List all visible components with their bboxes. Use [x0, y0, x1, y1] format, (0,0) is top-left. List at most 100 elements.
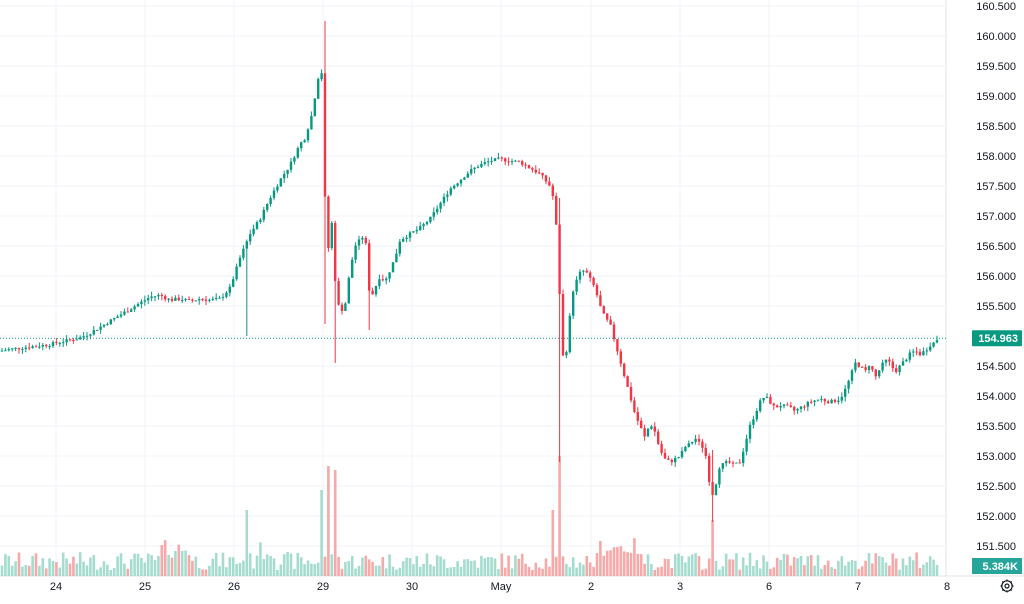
volume-bar — [721, 566, 725, 576]
volume-bar — [629, 552, 633, 576]
volume-bar — [123, 563, 126, 576]
volume-bar — [180, 550, 184, 576]
volume-bar — [330, 554, 334, 576]
volume-bar — [191, 560, 194, 576]
candle-body — [82, 336, 85, 338]
volume-bar — [129, 559, 133, 576]
volume-bar — [160, 545, 164, 576]
volume-bar — [384, 568, 388, 576]
volume-bar — [796, 558, 799, 576]
candle-body — [323, 73, 327, 197]
candle-body — [48, 346, 51, 348]
candle-body — [765, 396, 769, 398]
volume-bar — [286, 552, 289, 576]
candle-body — [106, 324, 109, 326]
candle-body — [776, 405, 779, 408]
volume-bar — [412, 564, 415, 576]
volume-bar — [762, 555, 765, 576]
candle-body — [582, 270, 585, 272]
candle-body — [221, 296, 225, 298]
volume-bar — [551, 510, 555, 576]
current-price-badge — [972, 330, 1022, 347]
volume-bar — [476, 567, 480, 576]
candle-body — [113, 318, 116, 320]
candle-body — [772, 403, 775, 406]
candle-body — [198, 299, 201, 301]
volume-bar — [167, 554, 170, 576]
volume-bar — [340, 568, 344, 576]
volume-bar — [201, 569, 204, 576]
volume-bar — [490, 557, 493, 576]
volume-bar — [463, 559, 466, 576]
volume-bar — [840, 556, 844, 576]
candle-body — [640, 420, 643, 429]
volume-bar — [442, 559, 446, 576]
candle-body — [361, 237, 364, 240]
candle-body — [929, 346, 932, 351]
candle-body — [412, 231, 415, 233]
volume-bar — [269, 556, 272, 576]
volume-bar — [901, 558, 905, 576]
volume-bar — [252, 568, 255, 576]
candle-body — [177, 297, 180, 301]
candle-body — [79, 337, 82, 340]
candle-body — [130, 309, 133, 312]
candle-body — [174, 297, 177, 301]
volume-bar — [741, 557, 745, 576]
volume-bar — [565, 563, 568, 576]
volume-bar — [143, 562, 147, 576]
volume-bar — [401, 561, 405, 576]
volume-bar — [391, 566, 395, 576]
volume-bar — [350, 555, 354, 576]
volume-bar — [704, 568, 708, 576]
candle-body — [181, 300, 184, 302]
volume-bar — [507, 555, 510, 576]
volume-bar — [194, 556, 198, 576]
candle-body — [402, 238, 405, 242]
candle-body — [789, 405, 792, 408]
volume-bar — [908, 556, 912, 576]
candle-body — [24, 347, 27, 350]
volume-bar — [361, 557, 364, 576]
candle-body — [888, 359, 891, 362]
candle-body — [102, 324, 106, 327]
time-axis[interactable]: 24 25 26 29 30 May 2 3 6 7 8 — [50, 581, 950, 593]
candle-body — [405, 237, 408, 239]
volume-bar — [500, 553, 504, 576]
candle-body — [371, 290, 374, 295]
time-tick-label: 29 — [317, 581, 329, 593]
volume-bar — [687, 556, 691, 576]
candle-body — [194, 300, 197, 302]
candle-body — [667, 458, 670, 460]
candle-body — [884, 359, 888, 363]
candle-body — [116, 316, 119, 319]
candle-body — [425, 222, 429, 225]
candle-body — [204, 299, 208, 301]
candle-body — [242, 248, 245, 258]
time-tick-label: 8 — [944, 581, 950, 593]
volume-bar — [639, 554, 643, 576]
price-axis[interactable]: 160.500 160.000 159.500 159.000 158.500 158.0… — [976, 1, 1016, 553]
candle-body — [232, 279, 235, 287]
candle-body — [748, 424, 752, 439]
volume-bar — [248, 553, 252, 576]
candle-body — [306, 129, 310, 141]
volume-bar — [446, 567, 449, 576]
candle-body — [769, 396, 772, 404]
volume-bar — [313, 564, 317, 576]
candle-body — [878, 370, 881, 377]
candle-body — [704, 447, 707, 456]
price-tick-label: 154.500 — [976, 361, 1016, 373]
candle-body — [514, 160, 517, 162]
candle-body — [844, 388, 847, 397]
volume-bar — [503, 567, 507, 576]
volume-bar — [418, 566, 422, 576]
candle-body — [218, 297, 221, 299]
candle-body — [793, 407, 796, 411]
volume-bar — [259, 542, 262, 576]
volume-bar — [0, 565, 4, 576]
candle-body — [837, 400, 840, 402]
chart-settings-icon[interactable] — [996, 576, 1018, 596]
